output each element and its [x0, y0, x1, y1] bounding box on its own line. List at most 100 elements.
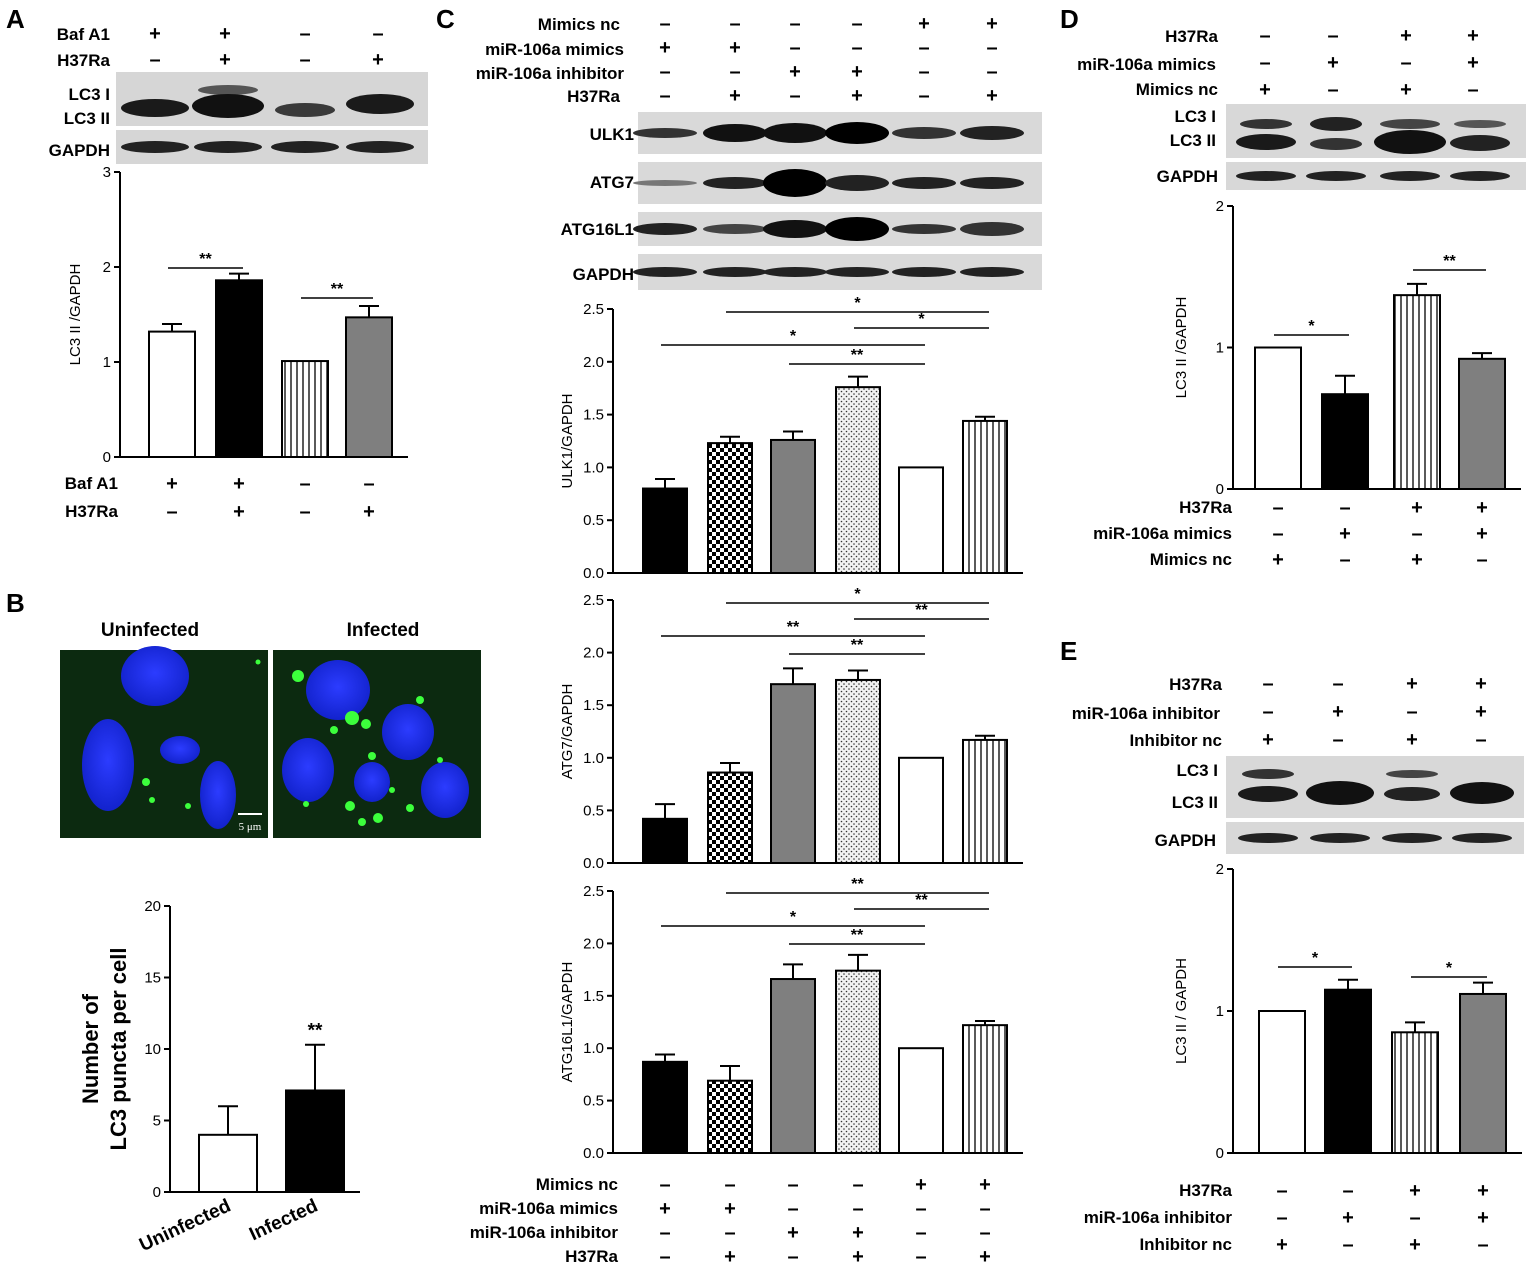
condition-sign: +: [1476, 523, 1488, 545]
blot-sign: –: [918, 85, 929, 107]
condition-sign: –: [363, 473, 374, 495]
blot-band: [1310, 117, 1362, 131]
y-axis-title: ULK1/GAPDH: [559, 393, 576, 488]
y-tick-label: 3: [103, 164, 111, 181]
condition-row-label: H37Ra: [1179, 498, 1232, 517]
condition-sign: –: [1411, 523, 1422, 545]
bar: [835, 678, 881, 865]
blot-sign: +: [219, 23, 231, 45]
blot-band: [960, 177, 1024, 189]
blot-band: [825, 122, 889, 144]
blot-c: Mimics nc miR-106a mimics miR-106a inhib…: [476, 13, 1042, 290]
bar: [198, 1133, 258, 1194]
blot-a-row-label: Baf A1: [57, 25, 110, 44]
blot-a: Baf A1 H37Ra + + – – – + – + LC3 I LC3 II GAPDH: [49, 23, 428, 164]
y-axis-title: ATG16L1/GAPDH: [559, 962, 576, 1083]
blot-band: [1450, 782, 1514, 804]
blot-band: [1306, 781, 1374, 805]
blot-sign: +: [1475, 673, 1487, 695]
blot-sign: –: [986, 61, 997, 83]
significance-label: **: [915, 602, 928, 619]
condition-sign: –: [1276, 1207, 1287, 1229]
blot-sign: –: [851, 13, 862, 35]
blot-sign: –: [1262, 673, 1273, 695]
blot-sign: +: [986, 85, 998, 107]
blot-a-band-label: LC3 II: [64, 109, 110, 128]
blot-d-band-label: GAPDH: [1157, 167, 1218, 186]
bar: [898, 466, 944, 574]
bar: [898, 1047, 944, 1154]
bar: [1459, 992, 1507, 1155]
blot-c-row-label: Mimics nc: [538, 15, 620, 34]
blot-band: [633, 267, 697, 277]
condition-row-label: Mimics nc: [536, 1175, 618, 1194]
blot-sign: –: [1327, 25, 1338, 47]
blot-band: [194, 141, 262, 153]
blot-d-signs: – – + + – + – + + – + –: [1259, 25, 1479, 101]
condition-sign: –: [724, 1174, 735, 1196]
blot-d-row-label: H37Ra: [1165, 27, 1218, 46]
blot-sign: –: [372, 23, 383, 45]
blot-e-band-label: LC3 II: [1172, 793, 1218, 812]
condition-row-label: Mimics nc: [1150, 550, 1232, 569]
condition-row-label: miR-106a inhibitor: [470, 1223, 619, 1242]
condition-sign: +: [1409, 1234, 1421, 1256]
blot-sign: –: [851, 37, 862, 59]
bar: [281, 360, 329, 458]
blot-d-band-label: LC3 II: [1170, 131, 1216, 150]
blot-sign: +: [372, 49, 384, 71]
bar: [642, 817, 688, 864]
blot-band: [1382, 833, 1442, 843]
blot-c-band-label: ULK1: [590, 125, 634, 144]
condition-sign: +: [1272, 549, 1284, 571]
blot-sign: +: [1262, 729, 1274, 751]
bar: [1321, 393, 1369, 491]
blot-c-band-label: ATG16L1: [561, 220, 634, 239]
condition-sign: –: [1272, 523, 1283, 545]
condition-sign: –: [787, 1174, 798, 1196]
blot-sign: –: [659, 61, 670, 83]
blot-band: [633, 180, 697, 186]
blot-band: [1310, 138, 1362, 150]
blot-sign: +: [1467, 25, 1479, 47]
panel-label-d: D: [1060, 4, 1079, 34]
condition-row-label: H37Ra: [565, 1247, 618, 1264]
panel-label-b: B: [6, 588, 25, 618]
y-tick-label: 2.0: [583, 935, 604, 952]
bar: [285, 1089, 345, 1193]
bar: [642, 487, 688, 574]
nucleus: [121, 646, 189, 706]
condition-sign: +: [1411, 549, 1423, 571]
blot-e-band-label: LC3 I: [1176, 761, 1218, 780]
y-tick-label: 1.0: [583, 459, 604, 476]
lc3-puncta: [303, 801, 309, 807]
y-tick-label: 1: [1216, 1003, 1224, 1020]
lc3-puncta: [345, 711, 359, 725]
blot-band: [825, 267, 889, 277]
bar: [1458, 357, 1506, 490]
y-tick-label: 0.0: [583, 1145, 604, 1162]
blot-band: [763, 123, 827, 143]
bar: [835, 386, 881, 575]
y-axis-title: Number of LC3 puncta per cell: [78, 948, 131, 1151]
blot-band: [892, 224, 956, 234]
y-tick-label: 1.5: [583, 697, 604, 714]
nucleus: [282, 738, 334, 802]
x-category-label: Infected: [246, 1195, 321, 1245]
blot-c-band-label: ATG7: [590, 173, 634, 192]
y-tick-label: 0: [153, 1184, 161, 1201]
y-tick-label: 20: [144, 898, 161, 915]
condition-sign: –: [166, 501, 177, 523]
blot-a-row-label: H37Ra: [57, 51, 110, 70]
blot-band: [633, 223, 697, 235]
blot-band: [1386, 770, 1438, 778]
y-tick-label: 0.5: [583, 1093, 604, 1110]
blot-band: [346, 94, 414, 114]
blot-band: [1310, 833, 1370, 843]
blot-sign: +: [1332, 701, 1344, 723]
blot-sign: +: [986, 13, 998, 35]
blot-sign: –: [149, 49, 160, 71]
condition-sign: +: [1342, 1207, 1354, 1229]
y-axis-title: ATG7/GAPDH: [559, 684, 576, 780]
condition-sign: –: [299, 473, 310, 495]
